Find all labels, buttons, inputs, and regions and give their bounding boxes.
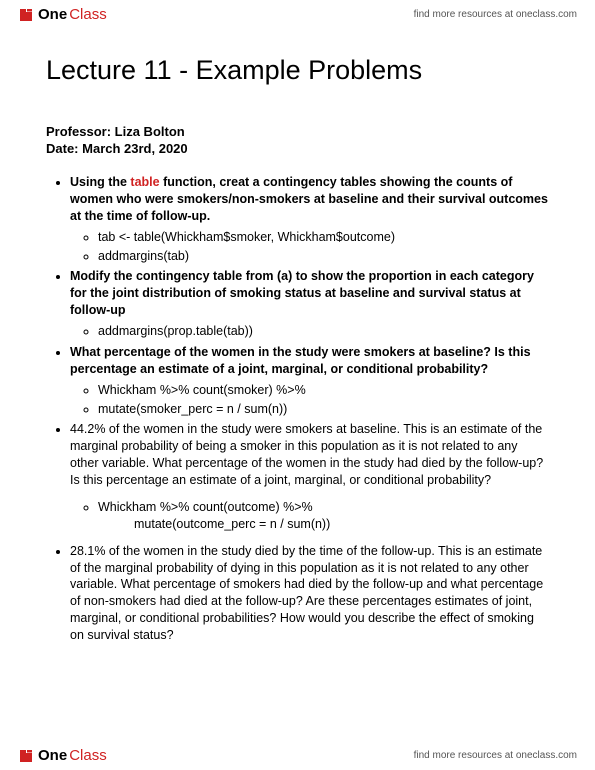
b2-text: Modify the contingency table from (a) to… (70, 269, 534, 317)
professor-label: Professor: (46, 124, 111, 139)
code-line: tab <- table(Whickham$smoker, Whickham$o… (98, 229, 549, 246)
code-line: mutate(smoker_perc = n / sum(n)) (98, 401, 549, 418)
list-item: 44.2% of the women in the study were smo… (70, 421, 549, 532)
b4-sub1: Whickham %>% count(outcome) %>% (98, 500, 313, 514)
date-line: Date: March 23rd, 2020 (46, 141, 549, 156)
logo-text-one: One (38, 6, 67, 23)
date-value: March 23rd, 2020 (82, 141, 188, 156)
page-header: OneClass find more resources at oneclass… (0, 0, 595, 27)
footer-resources-link[interactable]: find more resources at oneclass.com (414, 750, 577, 761)
list-item: What percentage of the women in the stud… (70, 344, 549, 418)
code-line: Whickham %>% count(outcome) %>% mutate(o… (98, 499, 549, 533)
logo-text-class-footer: Class (69, 747, 107, 764)
professor-name: Liza Bolton (115, 124, 185, 139)
code-line: addmargins(prop.table(tab)) (98, 323, 549, 340)
logo-icon (18, 748, 34, 764)
sub-list: Whickham %>% count(smoker) %>% mutate(sm… (70, 382, 549, 418)
code-line: Whickham %>% count(smoker) %>% (98, 382, 549, 399)
header-resources-link[interactable]: find more resources at oneclass.com (414, 9, 577, 20)
b1-pre: Using the (70, 175, 130, 189)
list-item: Modify the contingency table from (a) to… (70, 268, 549, 340)
b3-text: What percentage of the women in the stud… (70, 345, 531, 376)
b4-text: 44.2% of the women in the study were smo… (70, 422, 543, 487)
b4-sub2: mutate(outcome_perc = n / sum(n)) (98, 516, 549, 533)
brand-logo-footer: OneClass (18, 747, 107, 764)
code-line: addmargins(tab) (98, 248, 549, 265)
list-item: Using the table function, creat a contin… (70, 174, 549, 264)
b1-table-keyword: table (130, 175, 159, 189)
meta-block: Professor: Liza Bolton Date: March 23rd,… (46, 124, 549, 156)
professor-line: Professor: Liza Bolton (46, 124, 549, 139)
date-label: Date: (46, 141, 79, 156)
brand-logo: OneClass (18, 6, 107, 23)
logo-text-one-footer: One (38, 747, 67, 764)
sub-list: addmargins(prop.table(tab)) (70, 323, 549, 340)
sub-list: Whickham %>% count(outcome) %>% mutate(o… (70, 499, 549, 533)
list-item: 28.1% of the women in the study died by … (70, 543, 549, 644)
bullet-list: Using the table function, creat a contin… (46, 174, 549, 644)
page-title: Lecture 11 - Example Problems (46, 55, 549, 86)
logo-icon (18, 7, 34, 23)
page-footer: OneClass find more resources at oneclass… (0, 743, 595, 770)
sub-list: tab <- table(Whickham$smoker, Whickham$o… (70, 229, 549, 265)
document-content: Lecture 11 - Example Problems Professor:… (0, 27, 595, 644)
logo-text-class: Class (69, 6, 107, 23)
